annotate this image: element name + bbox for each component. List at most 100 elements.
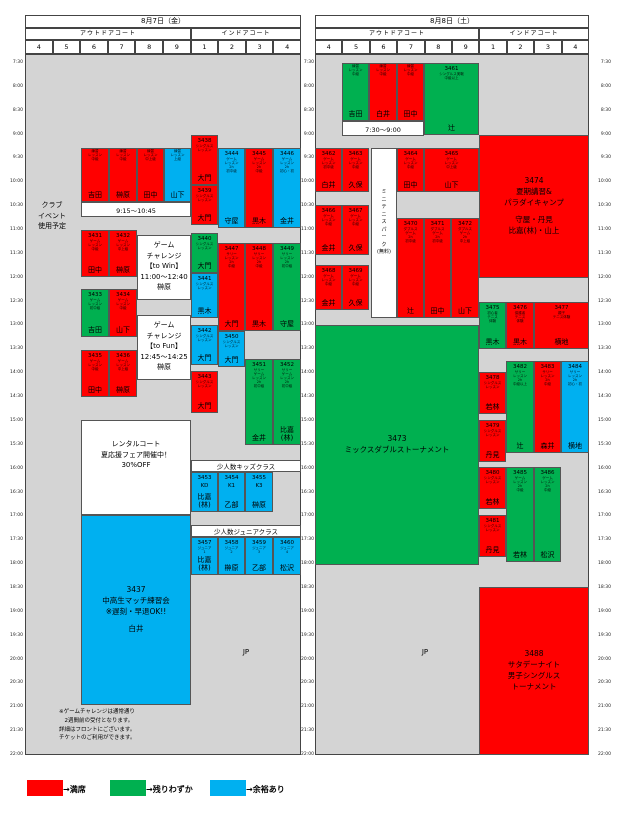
day1-block[interactable]: 3452 サリー ゲーム レッスン 2h 初中級 比嘉(林) (273, 359, 301, 445)
time-label: 10:00 (10, 179, 23, 185)
block-text: シングルス レッスン (483, 381, 502, 390)
time-label: 22:00 (301, 752, 314, 757)
day1-jp-label: JP (242, 648, 250, 656)
day1-block[interactable]: 3439 シングルス レッスン 大門 (191, 185, 218, 225)
day2-saturday-night[interactable]: 3488 サタデーナイト 男子シングルス トーナメント (479, 587, 589, 755)
day2-block[interactable]: 3483 サリー レッスン 2h 中級 森井 (534, 361, 561, 453)
day2-block[interactable]: 3467 ゲーム レッスン 中級 久保 (342, 205, 369, 255)
day1-block[interactable]: 練習 レッスン 中級 吉田 (81, 148, 109, 202)
time-label: 17:00 (598, 513, 611, 519)
day1-block[interactable]: 3451 サリー ゲーム レッスン 2h 初中級 金井 (245, 359, 273, 445)
day1-block[interactable]: 3449 サリー レッスン 2h 初中級 守屋 (273, 243, 301, 331)
day2-summer-camp[interactable]: 3474 夏期講習& パラダイキャンプ 守屋・丹見 比嘉(林)・山上 (479, 135, 589, 278)
day1-block[interactable]: 3432 ゲーム レッスン 中上級 榊原 (109, 230, 137, 277)
block-code: 3467 (348, 208, 363, 214)
day2-block[interactable]: 3481 シングルス レッスン 丹見 (479, 515, 506, 557)
day2-block[interactable]: 3462 ゲーム レッスン 初中級 白井 (315, 148, 342, 192)
day2-block[interactable]: 練習 レッスン 中級 白井 (369, 63, 397, 121)
day1-match-practice[interactable]: 3437 中高生マッチ練習会 ※遅刻・早退OK!! 白井 (81, 515, 191, 705)
day1-block[interactable]: 3440 シングルス レッスン 大門 (191, 233, 218, 273)
block-code: 3472 (458, 221, 472, 227)
day2-block[interactable]: 3463 ゲーム レッスン 中級 久保 (342, 148, 369, 192)
day1-block[interactable]: 3445 ゲーム レッスン 2h 中級 黒木 (245, 148, 273, 228)
day1-block[interactable]: 3444 ゲーム レッスン 2h 初中級 守屋 (218, 148, 245, 228)
day2-block[interactable]: 練習 レッスン 中級 吉田 (342, 63, 369, 121)
coach-name: 守屋 (224, 216, 239, 225)
coach-name: 吉田 (348, 109, 363, 118)
day1-block[interactable]: 3441 シングルス レッスン 黒木 (191, 273, 218, 318)
day2-block[interactable]: 3485 ゲーム レッスン 2h 中級 若林 (506, 467, 534, 562)
block-code: 3475 (485, 305, 500, 311)
day2-mini-tennis-park[interactable]: ミ ニ テ ニ ス パ ー ク (無料) (371, 148, 397, 318)
day2-block[interactable]: 3472 ダブルス ゲーム 2h 中上級 山下 (451, 218, 479, 318)
court-number: 5 (342, 40, 370, 54)
court-number: 2 (506, 40, 535, 54)
time-label: 21:00 (301, 704, 314, 710)
day1-block[interactable]: 3448 サリー レッスン 2h 中級 黒木 (245, 243, 273, 331)
day1-block[interactable]: 3457 ジュニア 1 比嘉(林) (191, 537, 218, 575)
day2-block[interactable]: 3465 ゲーム レッスン 中上級 山下 (424, 148, 479, 192)
day1-block[interactable]: 3431 ゲーム レッスン 中級 田中 (81, 230, 109, 277)
day2-block[interactable]: 3480 シングルス レッスン 若林 (479, 467, 506, 509)
time-label: 17:00 (10, 513, 23, 519)
day2-block[interactable]: 3466 ゲーム レッスン 中級 金井 (315, 205, 342, 255)
day1-block[interactable]: 3458 ジュニア 2 榊原 (218, 537, 245, 575)
day1-block[interactable]: 3455 K3 榊原 (245, 472, 273, 512)
day1-block[interactable]: 3447 サリー レッスン 2h 中級 大門 (218, 243, 245, 331)
day2-block[interactable]: 3468 ゲーム レッスン 中級 金井 (315, 265, 342, 310)
day2-block[interactable]: 練習 レッスン 中級 田中 (397, 63, 424, 121)
coach-name: 比嘉(林) (280, 425, 294, 442)
coach-name: 大門 (197, 173, 212, 182)
day1-block[interactable]: 練習 レッスン 中級 榊原 (109, 148, 137, 202)
day1-block[interactable]: 3450 シングルス レッスン 大門 (218, 331, 245, 367)
day2-block[interactable]: 3484 サリー レッスン 2h 初心・初 横地 (561, 361, 589, 453)
time-label: 20:30 (10, 680, 23, 686)
day1-block[interactable]: 3435 ゲーム レッスン 中級 田中 (81, 350, 109, 397)
legend-swatch-green (110, 780, 146, 796)
day2-block[interactable]: 3469 ゲーム レッスン 中級 久保 (342, 265, 369, 310)
day1-block[interactable]: 3454 K1 乙部 (218, 472, 245, 512)
day1-block[interactable]: 3433 ゲーム レッスン 初中級 吉田 (81, 289, 109, 337)
court-number: 1 (190, 40, 219, 54)
day1-game-challenge-fun[interactable]: ゲーム チャレンジ 【to Fun】 12:45～14:25 榊原 (137, 315, 191, 380)
day2-block[interactable]: 3479 シングルス レッスン 丹見 (479, 420, 506, 462)
block-text: ゲーム レッスン 中級 (348, 274, 363, 287)
day1-block[interactable]: 3453 KD 比嘉(林) (191, 472, 218, 512)
day1-block[interactable]: 3446 ゲーム レッスン 2h 初心・初 金井 (273, 148, 301, 228)
block-text: ゲーム レッスン 中級 (321, 214, 336, 227)
day2-block[interactable]: 3486 ゲーム レッスン 2h 中級 松沢 (534, 467, 561, 562)
block-text: 練習 レッスン 中上級 (143, 149, 158, 162)
day1-block[interactable]: 3460 ジュニア 4 松沢 (273, 537, 301, 575)
block-text: サリー レッスン 2h 中級 (540, 370, 555, 387)
day2-block[interactable]: 3470 ダブルス ゲーム 2h 初中級辻 (397, 218, 424, 318)
coach-name: 白井 (321, 180, 336, 189)
day1-block[interactable]: 3438 シングルス レッスン 大門 (191, 135, 218, 185)
day2-block[interactable]: 3478 シングルス レッスン 若林 (479, 372, 506, 414)
day1-block[interactable]: 3442 シングルス レッスン 大門 (191, 325, 218, 365)
time-label: 20:30 (598, 680, 611, 686)
day1-block[interactable]: 練習 レッスン 上級 山下 (164, 148, 191, 202)
time-label: 18:00 (10, 561, 23, 567)
day2-block[interactable]: 3464 ゲーム レッスン 中級 田中 (397, 148, 424, 192)
day1-block[interactable]: 3434 ゲーム レッスン 中級 山下 (109, 289, 137, 337)
day1-block[interactable]: 3436 ゲーム レッスン 中上級 榊原 (109, 350, 137, 397)
day1-block[interactable]: 練習 レッスン 中上級 田中 (137, 148, 164, 202)
block-code: 3463 (348, 151, 363, 157)
day2-block[interactable]: 3461 シングルス実戦 中級以上辻 (424, 63, 479, 135)
day2-block[interactable]: 3477 親子 テニス体験 横地 (534, 302, 589, 349)
block-code: 3447 (224, 246, 239, 252)
day1-block[interactable]: 3459 ジュニア 3 乙部 (245, 537, 273, 575)
day2-block[interactable]: 3482 サリー レッスン 2h 中級以上辻 (506, 361, 534, 453)
day2-block[interactable]: 3475 初心者 テニス 体験 黒木 (479, 302, 506, 349)
time-label: 13:30 (598, 346, 611, 352)
day2-block[interactable]: 3471 ダブルス ゲーム 2h 初中級 田中 (424, 218, 451, 318)
block-text: ジュニア 2 (224, 546, 239, 555)
block-code: 3480 (485, 470, 500, 476)
day1-block[interactable]: 3443 シングルス レッスン 大門 (191, 371, 218, 413)
day2-mixed-doubles[interactable]: 3473 ミックスダブルストーナメント (315, 325, 479, 565)
block-text: ジュニア 3 (252, 546, 266, 555)
day1-game-challenge-win[interactable]: ゲーム チャレンジ 【to Win】 11:00～12:40 榊原 (137, 235, 191, 300)
day2-block[interactable]: 3476 保護者 テニス 体験 黒木 (506, 302, 534, 349)
day1-rental-court[interactable]: レンタルコート 夏応援フェア開催中！ 30%OFF (81, 420, 191, 515)
block-text: サタデーナイト 男子シングルス トーナメント (507, 660, 561, 691)
